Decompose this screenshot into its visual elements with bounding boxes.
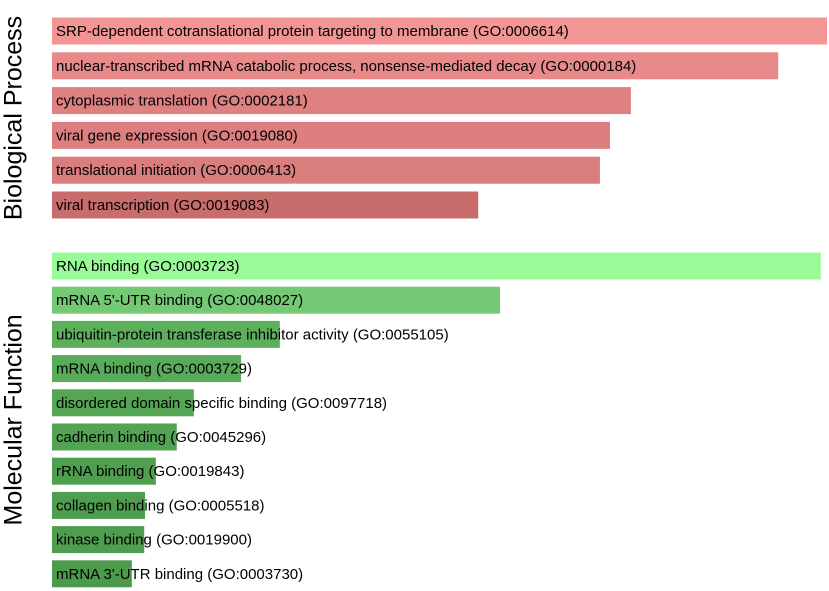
bar xyxy=(52,457,156,485)
bar-label: kinase binding (GO:0019900) xyxy=(56,532,252,549)
bar-label: mRNA binding (GO:0003729) xyxy=(56,361,252,378)
bar xyxy=(52,355,242,383)
bar-label: RNA binding (GO:0003723) xyxy=(56,258,239,275)
bar xyxy=(52,423,177,451)
bar xyxy=(52,560,132,588)
bar xyxy=(52,52,779,80)
group-label: Biological Process xyxy=(0,16,28,220)
bar-label: cytoplasmic translation (GO:0002181) xyxy=(56,93,308,110)
bar xyxy=(52,191,479,219)
bar xyxy=(52,156,600,184)
bar xyxy=(52,286,500,314)
bar xyxy=(52,252,821,280)
bar xyxy=(52,526,145,554)
bar-label: collagen binding (GO:0005518) xyxy=(56,497,264,514)
bar-label: mRNA 3'-UTR binding (GO:0003730) xyxy=(56,566,303,583)
bar xyxy=(52,320,280,348)
bar-label: disordered domain specific binding (GO:0… xyxy=(56,395,387,412)
bar-label: viral gene expression (GO:0019080) xyxy=(56,127,298,144)
bar-label: ubiquitin-protein transferase inhibitor … xyxy=(56,326,449,343)
bar-label: SRP-dependent cotranslational protein ta… xyxy=(56,23,569,40)
bar-label: viral transcription (GO:0019083) xyxy=(56,197,269,214)
group-label: Molecular Function xyxy=(0,314,28,525)
bar-label: rRNA binding (GO:0019843) xyxy=(56,463,244,480)
bar xyxy=(52,491,145,519)
bar-label: cadherin binding (GO:0045296) xyxy=(56,429,266,446)
bar xyxy=(52,87,631,115)
bar xyxy=(52,17,827,45)
bar-label: nuclear-transcribed mRNA catabolic proce… xyxy=(56,58,636,75)
bar-label: translational initiation (GO:0006413) xyxy=(56,162,296,179)
bar xyxy=(52,121,610,149)
bar xyxy=(52,389,194,417)
bar-label: mRNA 5'-UTR binding (GO:0048027) xyxy=(56,292,303,309)
